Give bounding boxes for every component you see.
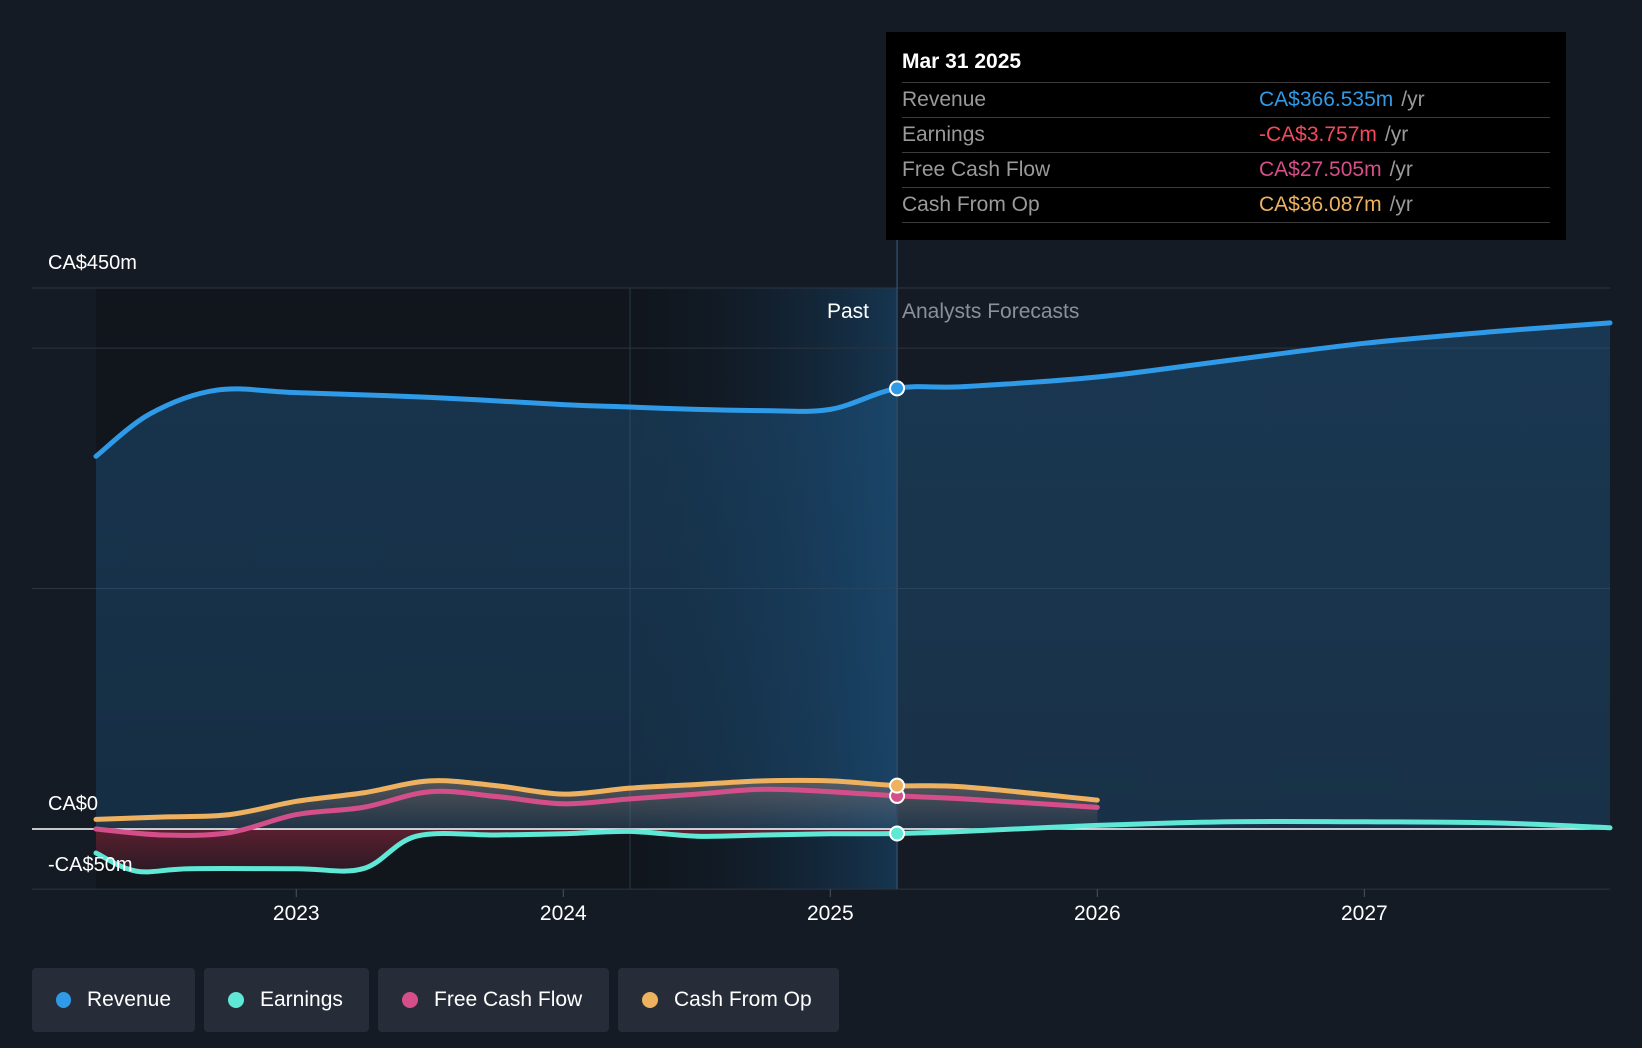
revenue-marker: [889, 380, 906, 397]
x-tick-label: 2026: [1073, 902, 1121, 925]
legend-label: Cash From Op: [674, 988, 812, 1011]
x-tick-label: 2025: [806, 902, 854, 925]
legend-dot-icon: [402, 992, 418, 1008]
tooltip-row-earnings: Earnings -CA$3.757m /yr: [902, 117, 1550, 152]
tooltip-row-free-cash-flow: Free Cash Flow CA$27.505m /yr: [902, 152, 1550, 187]
tooltip-unit: /yr: [1389, 158, 1413, 181]
data-tooltip: Mar 31 2025 Revenue CA$366.535m /yr Earn…: [886, 32, 1566, 240]
y-tick-label-zero: CA$0: [48, 793, 99, 815]
chart-legend: Revenue Earnings Free Cash Flow Cash Fro…: [32, 968, 839, 1032]
legend-label: Revenue: [86, 988, 171, 1011]
tooltip-value: CA$36.087m: [1259, 193, 1382, 216]
legend-item-earnings[interactable]: Earnings: [204, 968, 369, 1032]
legend-dot-icon: [228, 992, 244, 1008]
y-tick-label-bottom: -CA$50m: [48, 854, 133, 876]
legend-label: Free Cash Flow: [434, 988, 583, 1011]
legend-dot-icon: [56, 992, 71, 1008]
tooltip-row-cash-from-op: Cash From Op CA$36.087m /yr: [902, 187, 1550, 223]
tooltip-value: CA$366.535m: [1259, 88, 1394, 111]
tooltip-row-revenue: Revenue CA$366.535m /yr: [902, 82, 1550, 117]
tooltip-unit: /yr: [1384, 123, 1409, 146]
legend-item-cash-from-op[interactable]: Cash From Op: [618, 968, 839, 1032]
tooltip-unit: /yr: [1401, 88, 1425, 111]
legend-item-revenue[interactable]: Revenue: [32, 968, 195, 1032]
tooltip-value: -CA$3.757m: [1259, 123, 1377, 146]
earnings-marker: [889, 825, 906, 842]
y-tick-label-top: CA$450m: [48, 252, 137, 274]
past-region-label: Past: [826, 300, 869, 323]
revenue-line: [93, 320, 1613, 459]
legend-label: Earnings: [260, 988, 343, 1011]
legend-item-free-cash-flow[interactable]: Free Cash Flow: [378, 968, 609, 1032]
earnings-line: [93, 818, 1613, 875]
x-tick-label: 2023: [272, 902, 320, 925]
tooltip-label: Revenue: [902, 88, 987, 111]
tooltip-value: CA$27.505m: [1259, 158, 1382, 181]
x-tick-label: 2027: [1340, 902, 1388, 925]
legend-dot-icon: [642, 992, 658, 1008]
revenue-area: [96, 322, 1610, 829]
tooltip-label: Earnings: [902, 123, 985, 146]
x-tick-label: 2024: [539, 902, 587, 925]
tooltip-label: Cash From Op: [902, 193, 1040, 216]
tooltip-label: Free Cash Flow: [902, 158, 1051, 181]
cash-from-op-marker: [889, 777, 906, 794]
tooltip-date: Mar 31 2025: [902, 50, 1022, 73]
tooltip-unit: /yr: [1389, 193, 1413, 216]
forecast-region-label: Analysts Forecasts: [902, 300, 1080, 323]
earnings-negative-area: [96, 829, 898, 872]
